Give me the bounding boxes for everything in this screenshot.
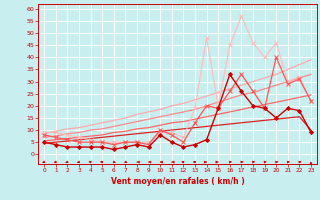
X-axis label: Vent moyen/en rafales ( km/h ): Vent moyen/en rafales ( km/h ): [111, 177, 244, 186]
